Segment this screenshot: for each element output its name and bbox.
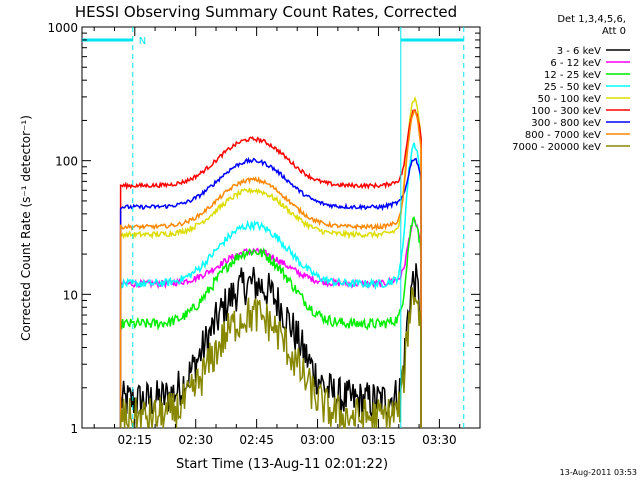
y-axis: 1 10 100 1000 <box>47 21 480 436</box>
series-line <box>119 287 422 429</box>
footer-timestamp: 13-Aug-2011 03:53 <box>560 468 637 477</box>
series-line <box>119 109 422 428</box>
series-line <box>119 109 422 428</box>
series-line <box>119 216 422 428</box>
x-tick-label: 03:30 <box>422 433 457 447</box>
y-tick-label: 10 <box>63 288 78 302</box>
x-tick-label: 02:45 <box>239 433 274 447</box>
legend-label: 50 - 100 keV <box>538 94 602 105</box>
legend-label: 6 - 12 keV <box>550 58 601 69</box>
night-label: N <box>139 36 146 47</box>
legend-label: 300 - 800 keV <box>531 118 601 129</box>
x-axis-label: Start Time (13-Aug-11 02:01:22) <box>176 457 388 472</box>
series-line <box>119 95 422 428</box>
legend-label: 7000 - 20000 keV <box>512 142 601 153</box>
plot-area <box>81 26 481 429</box>
plot-frame <box>81 26 481 429</box>
legend-header: Att 0 <box>602 26 626 37</box>
x-tick-label: 03:15 <box>361 433 396 447</box>
x-tick-label: 02:30 <box>178 433 213 447</box>
orbit-markers: N <box>82 27 465 428</box>
x-axis: 02:15 02:30 02:45 03:00 03:15 03:30 <box>93 27 481 447</box>
series-group <box>119 95 422 429</box>
x-tick-label: 03:00 <box>300 433 335 447</box>
y-tick-label: 1000 <box>47 21 78 35</box>
series-line <box>119 142 422 428</box>
series-line <box>119 156 422 428</box>
chart-title: HESSI Observing Summary Count Rates, Cor… <box>75 3 457 21</box>
legend-label: 25 - 50 keV <box>544 82 601 93</box>
y-tick-label: 100 <box>55 155 78 169</box>
legend-header: Det 1,3,4,5,6, <box>557 14 626 25</box>
legend-label: 3 - 6 keV <box>557 46 601 57</box>
legend-label: 100 - 300 keV <box>531 106 601 117</box>
y-axis-label: Corrected Count Rate (s⁻¹ detector⁻¹) <box>19 115 33 341</box>
legend-label: 800 - 7000 keV <box>525 130 601 141</box>
x-tick-label: 02:15 <box>117 433 152 447</box>
legend-label: 12 - 25 keV <box>544 70 601 81</box>
y-tick-label: 1 <box>70 422 78 436</box>
